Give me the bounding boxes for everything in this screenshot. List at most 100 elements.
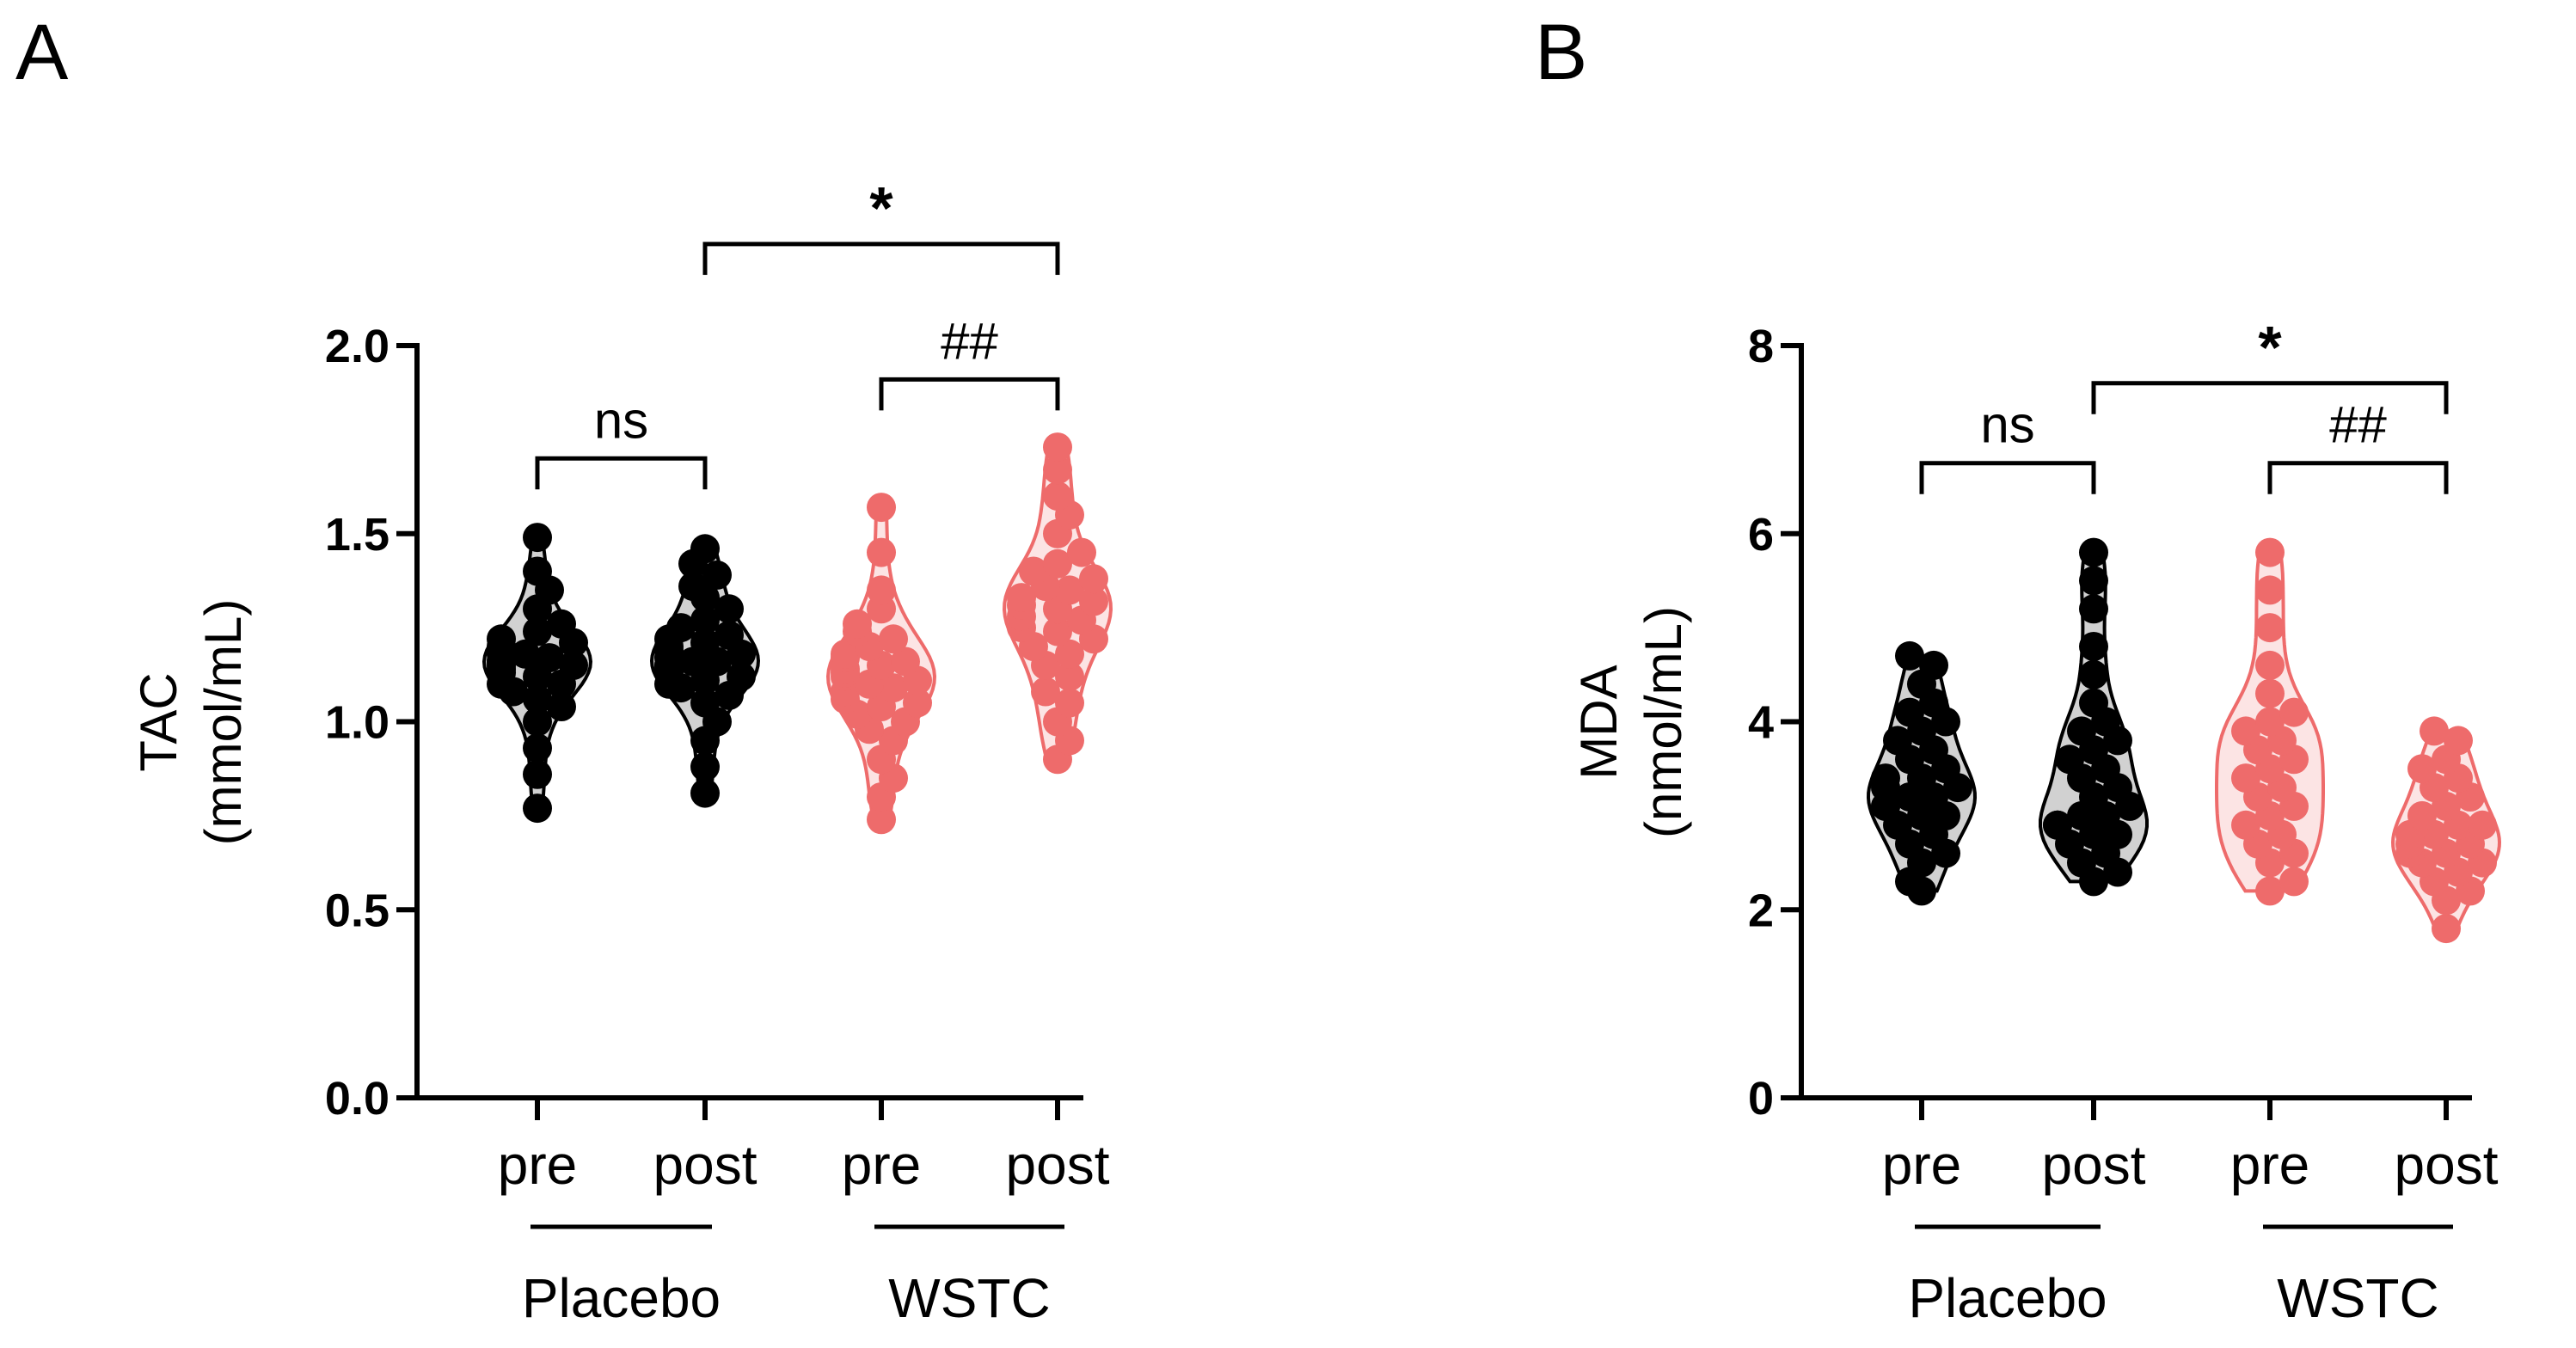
data-point	[690, 688, 720, 718]
data-point	[511, 639, 540, 669]
data-point	[2079, 537, 2108, 567]
data-point	[1883, 726, 1912, 756]
data-point	[2255, 678, 2285, 708]
data-point	[523, 707, 552, 737]
panel-label: B	[1535, 9, 1587, 96]
data-point	[1067, 537, 1096, 567]
y-tick-label: 2.0	[325, 321, 389, 372]
data-point	[1055, 662, 1084, 691]
data-point	[2279, 867, 2309, 897]
data-point	[2407, 754, 2437, 784]
data-point	[2255, 707, 2285, 737]
data-point	[2432, 914, 2461, 944]
data-point	[523, 793, 552, 824]
significance-bracket	[535, 456, 708, 490]
data-point	[547, 609, 576, 639]
data-point	[690, 534, 720, 564]
data-point	[2420, 716, 2449, 746]
significance-label: *	[2258, 314, 2282, 381]
data-point	[2067, 716, 2096, 746]
x-category-label: pre	[1882, 1134, 1962, 1196]
data-point	[715, 620, 744, 650]
data-point	[1043, 548, 1072, 579]
data-point	[2231, 763, 2260, 793]
data-point	[2079, 594, 2108, 624]
data-point	[1919, 650, 1948, 680]
group-label: WSTC	[2277, 1267, 2438, 1329]
data-point	[523, 684, 552, 714]
data-point	[2231, 810, 2260, 840]
data-point	[1007, 583, 1036, 613]
data-point	[2079, 566, 2108, 596]
data-point	[690, 778, 720, 808]
panel-a: A 0.0 0.5 1.0 1.5 2.0 TAC (mmol/mL) pre post pre po…	[15, 9, 1113, 1329]
y-tick-label: 0	[1748, 1073, 1774, 1124]
data-point	[2055, 744, 2084, 775]
significance-bracket	[879, 377, 1060, 411]
y-tick-label: 4	[1748, 697, 1774, 749]
y-tick-label: 0.5	[325, 885, 389, 936]
data-point	[2079, 688, 2108, 718]
data-point	[523, 733, 552, 763]
data-point	[1043, 432, 1072, 463]
significance-bracket	[2267, 461, 2449, 494]
y-tick-label: 6	[1748, 509, 1774, 561]
data-point	[666, 613, 696, 643]
y-tick-label: 0.0	[325, 1073, 389, 1124]
x-category-label: pre	[842, 1134, 922, 1196]
data-point	[2255, 537, 2285, 567]
significance-label: ##	[2329, 396, 2387, 454]
group-label: Placebo	[522, 1267, 721, 1329]
data-point	[1055, 688, 1084, 718]
y-axis-units: (nmol/mL)	[1635, 606, 1692, 838]
y-tick-label: 8	[1748, 321, 1774, 372]
data-point	[1079, 564, 1108, 594]
data-point	[2407, 800, 2437, 830]
panel-b: B 0 2 4 6 8 MDA (nmol/mL) pre post pre post Placebo W…	[1535, 9, 2502, 1329]
data-point	[879, 673, 908, 703]
x-category-label: post	[2042, 1134, 2146, 1196]
data-point	[523, 523, 552, 553]
data-point	[2079, 632, 2108, 661]
data-point	[690, 628, 720, 658]
data-point	[867, 537, 896, 567]
data-point	[1895, 640, 1924, 671]
significance-label: ##	[941, 312, 998, 370]
data-point	[1055, 639, 1084, 669]
group-label: Placebo	[1908, 1267, 2107, 1329]
y-axis-title: MDA	[1570, 665, 1628, 779]
data-point	[867, 575, 896, 605]
y-axis-units: (mmol/mL)	[194, 599, 252, 846]
data-point	[1043, 481, 1072, 511]
y-tick-label: 1.0	[325, 697, 389, 749]
y-tick-label: 1.5	[325, 509, 389, 561]
data-point	[547, 692, 576, 721]
panel-label: A	[15, 9, 69, 96]
data-point	[903, 688, 932, 718]
data-point	[702, 560, 732, 590]
data-point	[1871, 763, 1900, 793]
data-point	[715, 594, 744, 624]
x-category-label: post	[653, 1134, 757, 1196]
data-point	[867, 493, 896, 523]
y-axis-title: TAC	[130, 672, 187, 772]
data-point	[2255, 575, 2285, 605]
x-category-label: post	[2395, 1134, 2499, 1196]
significance-bracket	[702, 242, 1060, 275]
data-point	[690, 752, 720, 781]
data-point	[727, 662, 756, 691]
y-tick-label: 2	[1748, 885, 1774, 936]
data-point	[1079, 586, 1108, 616]
data-point	[523, 616, 552, 646]
data-point	[1019, 556, 1048, 586]
data-point	[891, 646, 920, 677]
significance-bracket	[2091, 381, 2449, 414]
data-point	[2255, 613, 2285, 643]
data-point	[1043, 616, 1072, 646]
data-point	[843, 609, 872, 639]
data-point	[2231, 716, 2260, 746]
data-point	[867, 805, 896, 835]
significance-bracket	[1919, 461, 2096, 494]
data-point	[1031, 677, 1060, 707]
group-label: WSTC	[888, 1267, 1050, 1329]
